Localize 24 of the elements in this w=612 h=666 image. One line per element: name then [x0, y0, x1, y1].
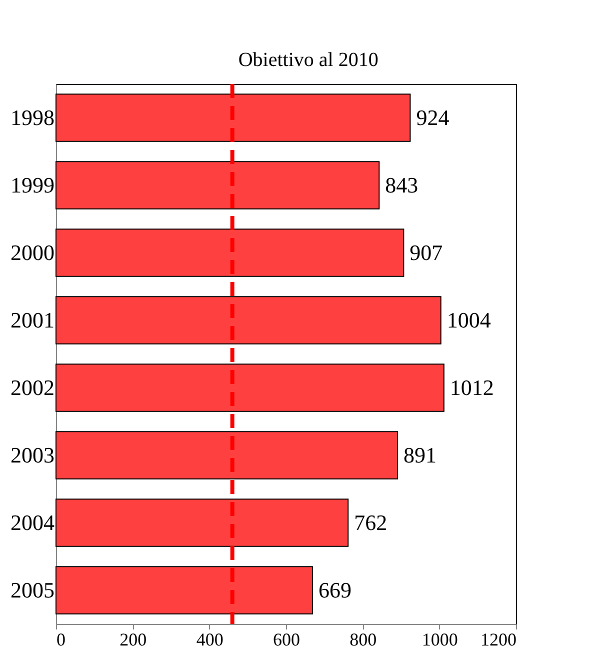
y-tick-label: 2000: [10, 240, 54, 265]
x-tick-label: 1000: [422, 630, 458, 650]
y-tick-label: 2005: [10, 577, 54, 602]
y-tick-label: 2001: [10, 307, 54, 332]
y-tick-label: 1999: [10, 172, 54, 198]
data-label: 907: [410, 240, 443, 265]
x-tick-label: 200: [120, 630, 147, 650]
data-label: 1012: [450, 374, 494, 400]
y-tick-label: 2004: [10, 510, 54, 535]
y-tick-label: 2003: [10, 442, 54, 468]
data-label: 843: [385, 172, 418, 198]
x-tick-label: 0: [56, 630, 66, 650]
ref-line-label: Obiettivo al 2010: [238, 49, 378, 71]
x-tick-label: 400: [196, 630, 224, 650]
data-label: 762: [354, 510, 388, 535]
data-label: 924: [416, 104, 450, 130]
y-tick-label: 1998: [10, 104, 54, 130]
x-tick-label: 1200: [480, 630, 516, 650]
x-tick-label: 800: [350, 630, 377, 650]
data-label: 669: [318, 577, 352, 602]
data-label: 891: [404, 442, 437, 468]
x-tick-label: 600: [273, 630, 300, 650]
y-tick-label: 2002: [10, 374, 54, 400]
data-label: 1004: [446, 307, 491, 332]
